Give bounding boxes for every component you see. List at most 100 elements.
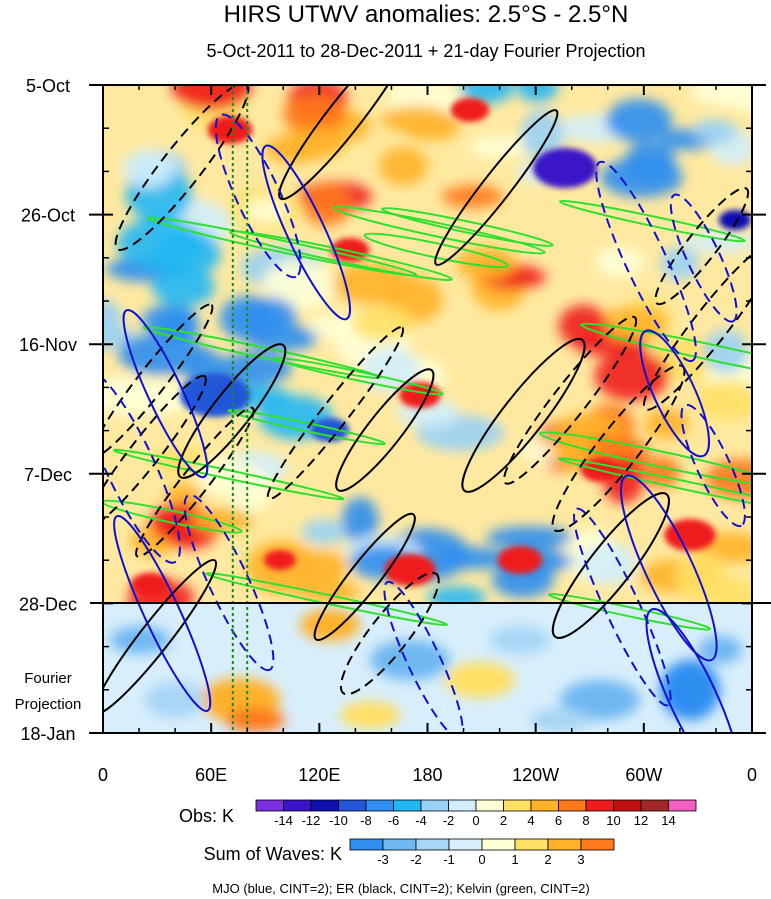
y-tick-label: 7-Dec: [24, 465, 72, 485]
mjo-contour: [103, 368, 181, 564]
er-contour: [266, 326, 405, 501]
waves-legend-label: 2: [544, 852, 551, 867]
obs-anomaly-blob: [341, 497, 379, 544]
obs-legend-label: 10: [606, 813, 620, 828]
obs-anomaly-blob: [171, 85, 252, 110]
er-contour: [335, 368, 435, 492]
projection-anomaly-blob: [445, 662, 515, 698]
obs-anomaly-blob: [660, 247, 699, 280]
obs-legend-label: 6: [555, 813, 562, 828]
footer-caption: MJO (blue, CINT=2); ER (black, CINT=2); …: [212, 881, 589, 896]
obs-legend-label: -12: [302, 813, 321, 828]
obs-anomaly-field: [103, 85, 752, 603]
obs-anomaly-blob: [111, 380, 197, 415]
obs-extreme-anomaly: [264, 550, 296, 570]
projection-anomaly-blob: [145, 682, 205, 718]
obs-legend-swatch: [503, 799, 532, 812]
obs-legend-label: 2: [500, 813, 507, 828]
axes: 0 60E 120E 180 120W 60W 0 5-Oct 26-Oct 16-Nov 7-De…: [19, 76, 766, 785]
obs-extreme-anomaly: [384, 554, 436, 586]
kelvin-contour: [142, 325, 382, 380]
er-contour: [434, 109, 559, 266]
obs-legend-swatch: [585, 799, 614, 812]
projection-anomaly-blob: [340, 701, 400, 729]
wave-contours: [103, 85, 752, 733]
waves-legend-title: Sum of Waves: K: [204, 844, 342, 864]
obs-legend: Obs: K -14 -12 -10 -8 -6 -4 -2 0 2 4 6 8 10 12 14: [179, 799, 697, 828]
kelvin-contour: [363, 232, 509, 269]
mjo-contour: [261, 144, 351, 321]
obs-extreme-anomaly: [664, 519, 716, 551]
er-contour: [313, 512, 416, 641]
kelvin-contour: [103, 499, 243, 534]
obs-anomaly-blob: [381, 105, 452, 133]
er-contour: [103, 374, 207, 529]
obs-legend-label: -8: [360, 813, 372, 828]
obs-legend-label: -14: [274, 813, 293, 828]
chart-title: HIRS UTWV anomalies: 2.5°S - 2.5°N: [224, 1, 629, 28]
waves-legend-swatch: [580, 838, 615, 851]
er-contour: [339, 571, 440, 696]
projection-anomaly-blob: [110, 626, 170, 654]
mjo-contour: [639, 329, 710, 458]
obs-legend-swatch: [475, 799, 504, 812]
er-contour: [103, 558, 218, 715]
mjo-contour: [113, 514, 212, 713]
kelvin-contour: [113, 448, 345, 501]
obs-legend-label: 8: [582, 813, 589, 828]
obs-anomaly-blob: [595, 246, 645, 278]
obs-legend-colorbar: [255, 799, 697, 812]
obs-anomaly-blob: [296, 580, 361, 603]
obs-legend-swatch: [640, 799, 669, 812]
obs-legend-swatch: [558, 799, 587, 812]
obs-legend-title: Obs: K: [179, 806, 234, 826]
er-contour: [278, 85, 412, 201]
x-tick-label: 0: [747, 765, 757, 785]
projection-anomaly-blob: [490, 626, 550, 654]
obs-legend-swatch: [448, 799, 477, 812]
mjo-contour: [680, 403, 746, 528]
obs-anomaly-blob: [103, 299, 122, 338]
obs-anomaly-blob: [262, 259, 335, 311]
mjo-contour: [183, 493, 275, 672]
waves-legend-swatch: [448, 838, 483, 851]
er-contour: [642, 239, 752, 411]
mjo-contour: [122, 308, 209, 479]
waves-legend-swatch: [514, 838, 549, 851]
mjo-contour: [573, 507, 672, 707]
y-tick-label: 18-Jan: [20, 724, 75, 744]
chart-subtitle: 5-Oct-2011 to 28-Dec-2011 + 21-day Fouri…: [206, 41, 645, 61]
obs-anomaly-blob: [190, 508, 254, 532]
obs-anomaly-blob: [439, 547, 507, 570]
mjo-contour: [595, 160, 697, 363]
x-tick-label: 120W: [512, 765, 559, 785]
kelvin-contour: [381, 207, 554, 247]
obs-anomaly-blob: [520, 109, 564, 160]
obs-extreme-anomaly: [450, 98, 490, 122]
projection-anomaly-blob: [560, 680, 640, 720]
obs-anomaly-blob: [516, 85, 559, 103]
obs-anomaly-blob: [282, 94, 347, 134]
waves-legend-label: 3: [577, 852, 584, 867]
obs-anomaly-blob: [693, 118, 737, 144]
er-contour: [503, 315, 638, 485]
obs-anomaly-blob: [239, 297, 297, 334]
kelvin-contour: [274, 356, 444, 396]
er-contour: [103, 303, 214, 459]
waves-legend-swatch: [415, 838, 450, 851]
kelvin-contour: [332, 205, 546, 255]
waves-legend-label: -2: [410, 852, 422, 867]
x-tick-label: 120E: [298, 765, 340, 785]
waves-legend: Sum of Waves: K -3 -2 -1 0 1 2 3: [204, 838, 615, 867]
mjo-contour: [645, 607, 741, 733]
projection-anomaly-blob: [300, 609, 360, 641]
obs-anomaly-blob: [579, 542, 638, 586]
plot-area: [90, 84, 771, 734]
projection-anomaly-blob: [530, 708, 590, 732]
mjo-contour: [619, 474, 718, 662]
x-tick-label: 60W: [625, 765, 662, 785]
obs-legend-label: -2: [443, 813, 455, 828]
obs-extreme-anomaly: [330, 238, 370, 262]
y-tick-label: 16-Nov: [19, 335, 77, 355]
